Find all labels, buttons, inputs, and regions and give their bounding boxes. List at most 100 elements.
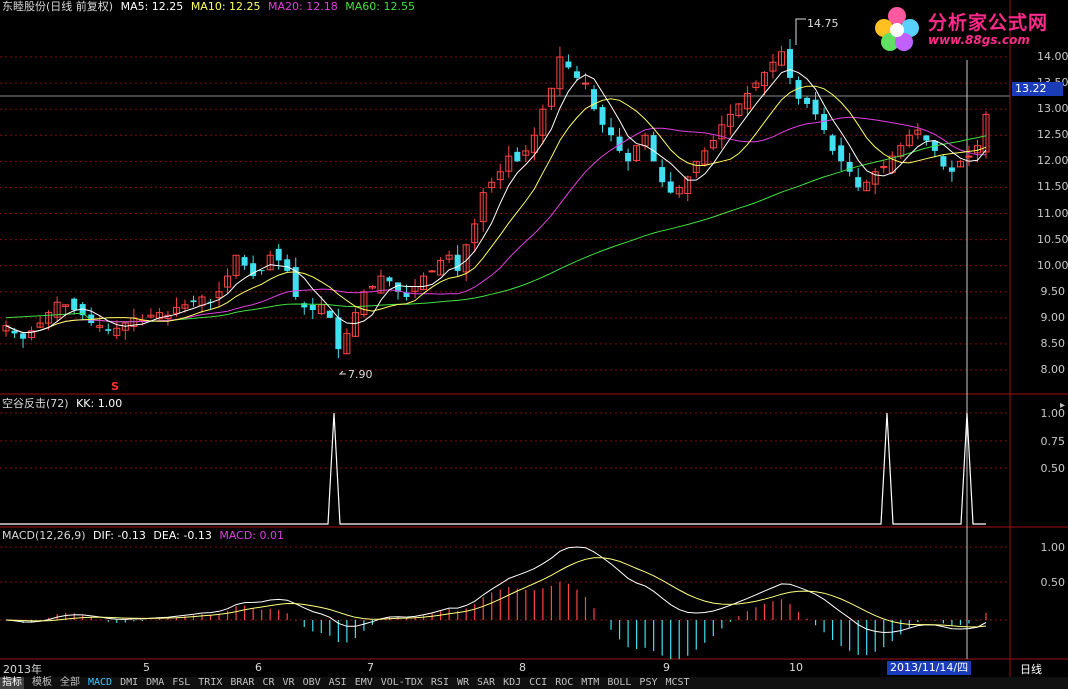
tab-obv[interactable]: OBV <box>302 677 321 688</box>
macd-axis-1: 1.00 <box>1040 541 1066 554</box>
candle-body <box>190 300 197 303</box>
tab-macd[interactable]: MACD <box>88 677 113 688</box>
candle-body <box>804 97 811 104</box>
candle-body <box>718 124 726 140</box>
candle-body <box>863 181 871 192</box>
flower-icon <box>875 7 919 51</box>
candle-body <box>956 160 964 168</box>
candle-body <box>795 80 802 99</box>
candle-body <box>420 275 428 291</box>
candle-body <box>79 304 86 316</box>
candle-body <box>250 263 257 277</box>
low-marker: 7.90 <box>348 368 373 381</box>
dif-line <box>5 546 987 634</box>
period-label[interactable]: 日线 <box>1020 663 1042 676</box>
candle-body <box>28 330 36 339</box>
candle-body <box>829 135 836 151</box>
candle-body <box>309 304 316 311</box>
price-axis-label: 12.50 <box>1037 128 1068 142</box>
stock-title: 东睦股份(日线 前复权) MA5: 12.25 MA10: 12.25 MA20… <box>2 0 415 14</box>
candle-body <box>121 322 129 331</box>
candle-body <box>880 166 888 169</box>
candle-body <box>591 89 597 110</box>
candle-body <box>343 332 351 355</box>
tab-roc[interactable]: ROC <box>555 677 574 688</box>
candle-body <box>846 161 853 172</box>
candle-body <box>522 150 530 156</box>
x-label-10: 10 <box>789 661 803 674</box>
tab-boll[interactable]: BOLL <box>607 677 632 688</box>
scroll-arrow[interactable]: ▸ <box>1060 400 1066 411</box>
tab-indicator[interactable]: 指标 <box>0 677 24 689</box>
tab-dma[interactable]: DMA <box>146 677 165 688</box>
tab-cci[interactable]: CCI <box>529 677 548 688</box>
x-label-7: 7 <box>367 661 374 674</box>
candle-body <box>284 259 291 271</box>
tab-brar[interactable]: BRAR <box>230 677 255 688</box>
cursor-date: 2013/11/14/四 <box>887 661 972 675</box>
candle-body <box>573 71 580 78</box>
tab-emv[interactable]: EMV <box>354 677 373 688</box>
candle-body <box>539 108 547 136</box>
price-axis-label: 14.00 <box>1037 50 1068 63</box>
tab-vr[interactable]: VR <box>282 677 295 688</box>
candle-body <box>71 298 78 311</box>
candle-body <box>377 275 385 294</box>
tab-cr[interactable]: CR <box>262 677 275 688</box>
price-axis-label: 8.00 <box>1040 363 1066 376</box>
ma10-label: MA10: 12.25 <box>190 0 261 13</box>
tab-fsl[interactable]: FSL <box>172 677 191 688</box>
tab-wr[interactable]: WR <box>456 677 470 688</box>
candle-body <box>650 135 657 162</box>
ma20-label: MA20: 12.18 <box>268 0 338 13</box>
candle-body <box>351 312 359 337</box>
tab-dmi[interactable]: DMI <box>120 677 139 688</box>
tab-psy[interactable]: PSY <box>639 677 658 688</box>
candle-body <box>488 181 496 189</box>
tab-all[interactable]: 全部 <box>60 677 80 688</box>
candle-body <box>445 254 453 260</box>
candle-body <box>471 223 479 244</box>
price-axis-label: 12.00 <box>1037 154 1068 168</box>
candle-body <box>769 61 777 72</box>
candle-body <box>556 56 564 90</box>
candle-body <box>625 152 632 162</box>
high-arrow <box>795 18 806 45</box>
current-price-tag: 13.22 <box>1012 82 1063 96</box>
tab-mcst[interactable]: MCST <box>665 677 690 688</box>
macd-dea: DEA: -0.13 <box>153 529 212 542</box>
candle-body <box>172 306 180 314</box>
ma5-label: MA5: 12.25 <box>120 0 184 13</box>
candle-body <box>599 107 606 125</box>
candle-body <box>547 87 555 107</box>
tab-asi[interactable]: ASI <box>328 677 347 688</box>
tab-kdj[interactable]: KDJ <box>503 677 522 688</box>
candle-body <box>940 156 947 167</box>
candle-body <box>505 155 513 172</box>
candle-body <box>787 49 793 78</box>
x-label-5: 5 <box>143 661 150 674</box>
indicator-tabs: 指标 模板 全部 MACD DMI DMA FSL TRIX BRAR CR VR OBV ASI EMV… <box>0 677 1068 689</box>
candle-body <box>530 134 538 153</box>
tab-vol-tdx[interactable]: VOL-TDX <box>380 677 423 688</box>
kk-name: 空谷反击(72) <box>2 397 69 410</box>
candle-body <box>147 314 155 318</box>
ma60-label: MA60: 12.55 <box>345 0 415 13</box>
tab-trix[interactable]: TRIX <box>198 677 223 688</box>
candle-body <box>386 277 393 282</box>
candle-body <box>701 150 709 165</box>
candle-body <box>777 51 785 66</box>
tab-sar[interactable]: SAR <box>477 677 496 688</box>
ma20-line <box>5 116 986 334</box>
price-axis-label: 9.50 <box>1040 284 1066 298</box>
price-axis-label: 13.00 <box>1037 102 1068 116</box>
tab-rsi[interactable]: RSI <box>430 677 449 688</box>
macd-indicator-layer <box>5 546 987 660</box>
tab-template[interactable]: 模板 <box>32 677 52 688</box>
price-axis-label: 10.50 <box>1037 232 1068 246</box>
candle-body <box>360 291 368 315</box>
candle-body <box>871 171 879 185</box>
candle-body <box>62 304 70 307</box>
tab-mtm[interactable]: MTM <box>581 677 600 688</box>
